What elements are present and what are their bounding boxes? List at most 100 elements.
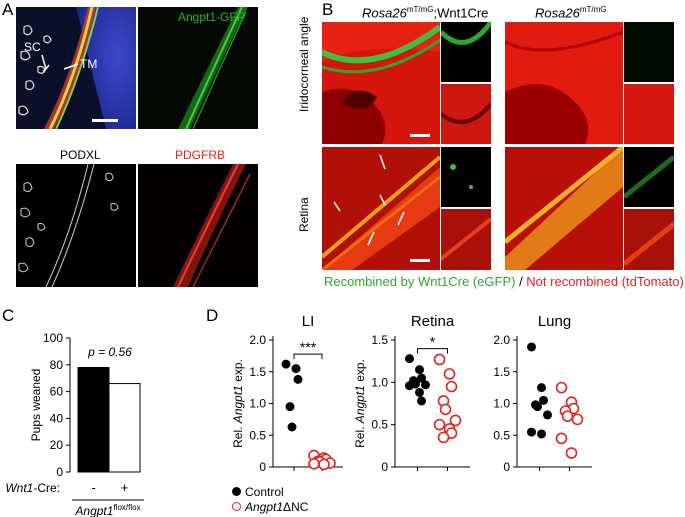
chart-pups-weaned: 0 20 40 60 80 100 Pups weaned - + p = 0.56 Wnt1-C…: [5, 331, 144, 517]
y-tick-label: 0.5: [371, 418, 388, 432]
tm-label: TM: [80, 57, 98, 71]
mutant-point: [561, 410, 574, 422]
micrograph-angle-control-green: [624, 22, 674, 82]
y-tick-label: 0: [259, 460, 266, 474]
micrograph-retina-wnt1cre-green: [441, 147, 491, 207]
control-point: [537, 429, 546, 439]
micrograph-retina-control-red: [624, 209, 674, 270]
y-axis-label: Rel. Angpt1 exp.: [231, 359, 245, 448]
significance-label: ***: [300, 339, 317, 355]
title-podxl: PODXL: [60, 148, 101, 162]
micrograph-retina-control: [505, 147, 623, 270]
mutant-point: [443, 368, 456, 380]
significance-bracket: [417, 348, 448, 354]
control-point: [417, 396, 426, 406]
y-axis-label: Rel. Angpt1 exp.: [353, 359, 367, 448]
y-tick-label: 0: [503, 460, 510, 474]
y-tick-label: 1.5: [493, 365, 510, 379]
sc-label: SC: [24, 40, 41, 54]
mutant-point: [439, 403, 452, 416]
row-label-retina: Retina: [297, 197, 311, 232]
mutant-point: [433, 418, 446, 431]
y-tick-label: 0.5: [249, 428, 266, 442]
mutant-point: [555, 381, 568, 394]
category-label: +: [121, 480, 129, 495]
y-tick-label: 2.0: [249, 333, 266, 347]
column-title-wnt1cre: Rosa26mT/mG;Wnt1Cre: [362, 5, 489, 21]
y-tick-label: 20: [50, 438, 64, 452]
control-point: [421, 380, 430, 390]
control-point: [415, 387, 424, 397]
significance-label: *: [430, 334, 436, 350]
y-tick-label: 1.5: [249, 365, 266, 379]
control-point: [543, 410, 552, 420]
legend-mutant: Angpt1ΔNC: [232, 500, 308, 514]
micrograph-pdgfrb: [138, 164, 258, 287]
y-tick-label: 40: [50, 411, 64, 425]
chart-angpt1-expression: 0 0.5 1.0 1.5 2.0 LI Rel. Angpt1 exp. *** 0 0.5 1.…: [231, 313, 592, 474]
y-tick-label: 1.5: [371, 333, 388, 347]
y-tick-label: 0: [381, 460, 388, 474]
p-value-annotation: p = 0.56: [87, 345, 132, 359]
y-tick-label: 2.0: [493, 333, 510, 347]
control-point: [527, 342, 536, 352]
row-label-iridocorneal: Iridocorneal angle: [297, 16, 311, 112]
significance-bracket: [293, 353, 323, 360]
mutant-point: [433, 353, 446, 366]
y-tick-label: 0.5: [493, 428, 510, 442]
plot-title: Lung: [538, 313, 571, 330]
y-axis-label: Pups weaned: [29, 369, 43, 442]
micrograph-angle-wnt1cre: [322, 22, 440, 144]
mutant-point: [555, 432, 568, 445]
panel-letter-b: B: [322, 0, 334, 19]
bar-2: [108, 383, 141, 473]
micrograph-merged: SC TM: [16, 7, 136, 129]
panel-letter-d: D: [206, 306, 219, 325]
micrograph-angpt1-gfp: [138, 7, 258, 129]
micrograph-retina-control-green: [624, 147, 674, 207]
y-tick-label: 60: [50, 385, 64, 399]
panel-letter-c: C: [2, 306, 15, 325]
title-pdgfrb: PDGFRB: [175, 148, 226, 162]
column-title-control: Rosa26mT/mG: [535, 5, 607, 21]
mutant-point: [318, 458, 330, 471]
plot-li: 0 0.5 1.0 1.5 2.0 LI Rel. Angpt1 exp. ***: [231, 313, 343, 474]
micrograph-angle-control: [505, 22, 623, 144]
mutant-point: [571, 413, 584, 426]
y-tick-label: 80: [50, 358, 64, 372]
micrograph-retina-wnt1cre-red: [441, 209, 491, 270]
mutant-point: [449, 414, 462, 427]
plot-lung: 0 0.5 1.0 1.5 2.0 Lung: [493, 313, 592, 474]
category-label: -: [91, 480, 95, 495]
mutant-point: [565, 447, 578, 459]
panel-letter-a: A: [2, 0, 14, 19]
legend-control: Control: [232, 485, 284, 499]
control-point: [417, 373, 426, 383]
micrograph-podxl: [16, 164, 136, 287]
y-tick-label: 1.0: [493, 397, 510, 411]
mutant-point: [437, 431, 450, 444]
micrograph-angle-wnt1cre-red: [441, 84, 491, 144]
control-point: [537, 383, 546, 393]
panel-b-legend: Recombined by Wnt1Cre (eGFP) / Not recom…: [324, 274, 684, 289]
control-point: [415, 365, 424, 375]
title-angpt1-gfp: Angpt1-GFP: [178, 10, 245, 24]
legend-control-marker: [232, 487, 241, 496]
control-point: [287, 422, 297, 432]
plot-title: Retina: [411, 313, 455, 330]
y-tick-label: 100: [43, 331, 63, 345]
control-point: [291, 364, 301, 374]
plot-retina: 0 0.5 1.0 1.5 Retina Rel. Angpt1 exp. *: [353, 313, 470, 474]
micrograph-retina-wnt1cre: [322, 147, 440, 270]
control-point: [539, 395, 548, 405]
control-point: [285, 402, 295, 412]
bar-1: [77, 366, 110, 473]
y-tick-label: 1.0: [371, 375, 388, 389]
y-tick-label: 1.0: [249, 397, 266, 411]
control-point: [405, 354, 414, 364]
micrograph-angle-control-red: [624, 84, 674, 144]
mutant-point: [445, 380, 458, 393]
genotype-label: Angpt1flox/flox: [74, 503, 140, 517]
mutant-point: [308, 458, 320, 470]
control-point: [405, 381, 414, 391]
